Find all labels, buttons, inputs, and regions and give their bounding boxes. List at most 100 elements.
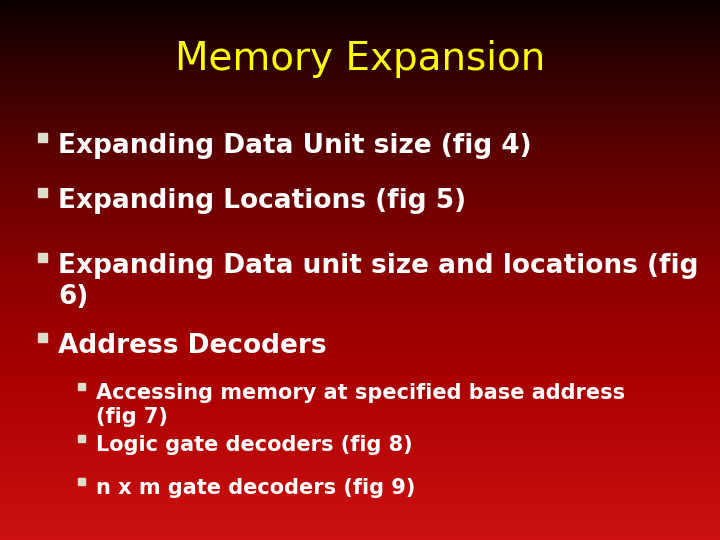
Bar xyxy=(78,435,85,442)
Bar xyxy=(0,430,720,432)
Bar xyxy=(0,366,720,367)
Bar xyxy=(0,101,720,103)
Bar xyxy=(0,474,720,475)
Bar xyxy=(0,320,720,322)
Bar xyxy=(0,275,720,277)
Bar xyxy=(0,45,720,47)
Bar xyxy=(0,448,720,450)
Bar xyxy=(0,439,720,441)
Bar xyxy=(0,401,720,403)
Bar xyxy=(0,290,720,292)
Bar xyxy=(0,32,720,34)
Bar xyxy=(0,169,720,171)
Bar xyxy=(0,405,720,407)
Bar xyxy=(0,201,720,204)
Bar xyxy=(0,104,720,106)
Bar xyxy=(0,178,720,180)
Bar xyxy=(0,174,720,177)
Bar xyxy=(0,5,720,7)
Bar xyxy=(0,16,720,18)
Bar xyxy=(0,189,720,191)
Bar xyxy=(0,393,720,394)
Bar xyxy=(0,358,720,360)
Bar xyxy=(0,443,720,444)
Bar xyxy=(0,147,720,150)
Bar xyxy=(0,423,720,425)
Bar xyxy=(0,115,720,117)
Bar xyxy=(0,491,720,493)
Bar xyxy=(0,90,720,92)
Bar xyxy=(0,214,720,216)
Bar xyxy=(0,407,720,409)
Bar xyxy=(0,389,720,390)
Bar xyxy=(0,59,720,61)
Bar xyxy=(0,218,720,220)
Bar xyxy=(0,54,720,56)
Bar xyxy=(0,360,720,362)
Bar xyxy=(0,378,720,380)
Bar xyxy=(0,313,720,315)
Bar xyxy=(0,509,720,511)
Bar xyxy=(0,463,720,464)
Bar xyxy=(0,528,720,529)
Bar xyxy=(0,520,720,522)
Bar xyxy=(0,85,720,86)
Bar xyxy=(0,436,720,437)
Bar xyxy=(0,164,720,166)
Bar xyxy=(0,254,720,255)
Bar xyxy=(0,304,720,306)
Bar xyxy=(0,524,720,525)
Bar xyxy=(0,52,720,54)
Bar xyxy=(0,482,720,484)
Bar xyxy=(38,253,47,262)
Bar xyxy=(0,432,720,434)
Bar xyxy=(0,295,720,297)
Bar xyxy=(0,58,720,59)
Bar xyxy=(0,63,720,65)
Bar xyxy=(0,126,720,128)
Bar xyxy=(0,140,720,142)
Bar xyxy=(0,329,720,331)
Bar xyxy=(0,373,720,374)
Bar xyxy=(0,70,720,72)
Bar xyxy=(0,18,720,20)
Bar xyxy=(0,326,720,328)
Bar xyxy=(0,390,720,393)
Bar xyxy=(38,333,47,342)
Bar xyxy=(0,72,720,74)
Bar xyxy=(0,29,720,31)
Bar xyxy=(0,475,720,477)
Bar xyxy=(0,258,720,259)
Bar xyxy=(0,153,720,155)
Bar xyxy=(0,135,720,137)
Bar xyxy=(0,387,720,389)
Bar xyxy=(0,198,720,200)
Bar xyxy=(0,221,720,223)
Bar xyxy=(0,142,720,144)
Bar xyxy=(0,342,720,344)
Bar xyxy=(0,501,720,502)
Bar xyxy=(0,124,720,126)
Bar xyxy=(0,333,720,335)
Bar xyxy=(0,247,720,248)
Bar xyxy=(0,227,720,228)
Bar xyxy=(0,171,720,173)
Bar xyxy=(0,268,720,270)
Bar xyxy=(0,504,720,506)
Bar xyxy=(0,106,720,108)
Text: Accessing memory at specified base address
(fig 7): Accessing memory at specified base addre… xyxy=(96,383,625,427)
Bar xyxy=(0,9,720,11)
Bar xyxy=(0,133,720,135)
Bar xyxy=(0,324,720,326)
Bar xyxy=(0,447,720,448)
Bar xyxy=(0,83,720,85)
Text: Address Decoders: Address Decoders xyxy=(58,333,327,359)
Bar xyxy=(0,112,720,113)
Bar xyxy=(0,207,720,209)
Bar xyxy=(0,455,720,457)
Bar xyxy=(0,403,720,405)
Bar xyxy=(0,39,720,42)
Bar xyxy=(38,188,47,197)
Bar xyxy=(0,490,720,491)
Bar xyxy=(0,212,720,214)
